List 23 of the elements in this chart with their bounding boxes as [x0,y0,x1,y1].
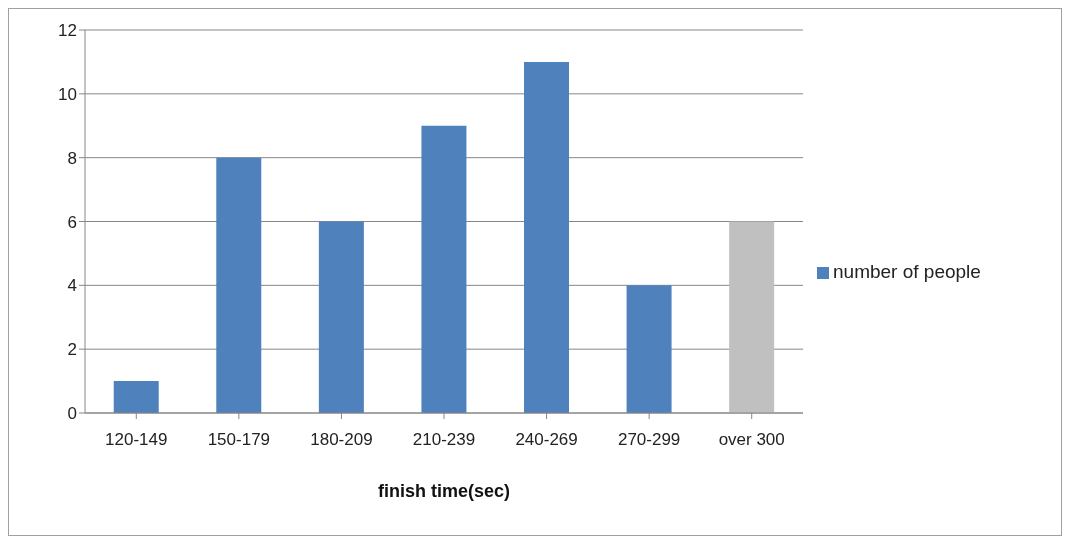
bar [729,221,775,413]
legend-label: number of people [833,261,981,282]
y-tick-label: 12 [58,21,77,41]
bar [421,125,467,413]
bar [318,221,364,413]
x-tick-label: 210-239 [412,430,476,450]
y-tick-label: 0 [67,404,77,424]
bar [626,285,672,413]
x-axis-title: finish time(sec) [377,481,511,501]
y-tick-label: 2 [67,340,77,360]
y-tick-label: 6 [67,212,77,232]
x-tick-label: 270-299 [617,430,681,450]
y-tick-label: 4 [67,276,77,296]
x-tick-label: 150-179 [207,430,271,450]
y-tick-label: 8 [67,148,77,168]
bar [216,157,262,413]
x-tick-label: 240-269 [515,430,578,450]
bar [524,61,570,413]
bar [113,381,159,413]
x-tick-label: 120-149 [105,430,168,450]
x-tick-label: 180-209 [310,430,373,450]
x-tick-label: over 300 [718,430,785,450]
y-tick-label: 10 [58,84,77,104]
